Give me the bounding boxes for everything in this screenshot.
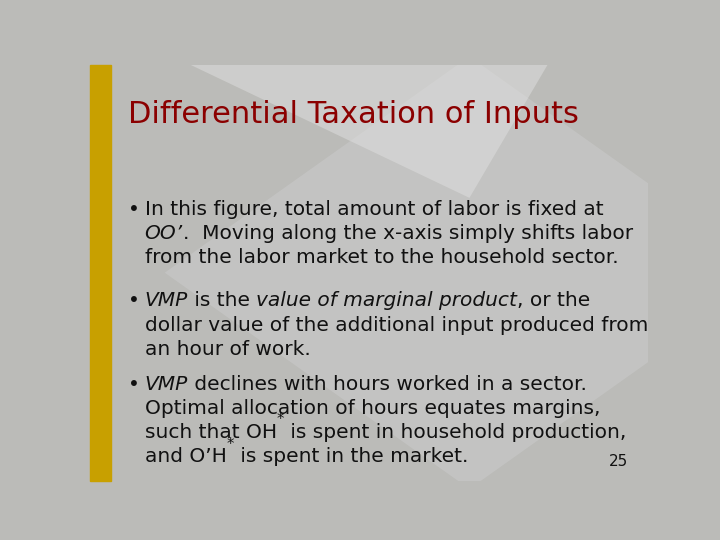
Text: In this figure, total amount of labor is fixed at: In this figure, total amount of labor is…	[145, 200, 603, 219]
Text: .  Moving along the x-axis simply shifts labor: . Moving along the x-axis simply shifts …	[183, 224, 633, 243]
Text: •: •	[128, 200, 140, 219]
Polygon shape	[165, 57, 720, 489]
Polygon shape	[190, 65, 547, 198]
Text: •: •	[128, 292, 140, 310]
Text: Differential Taxation of Inputs: Differential Taxation of Inputs	[128, 100, 579, 129]
Text: is spent in household production,: is spent in household production,	[284, 423, 626, 442]
Text: is spent in the market.: is spent in the market.	[234, 447, 468, 466]
Text: and O’H: and O’H	[145, 447, 227, 466]
Text: is the: is the	[188, 292, 256, 310]
Text: VMP: VMP	[145, 375, 188, 394]
Text: Optimal allocation of hours equates margins,: Optimal allocation of hours equates marg…	[145, 399, 600, 417]
Text: •: •	[128, 375, 140, 394]
Bar	[90, 65, 111, 481]
Text: 25: 25	[609, 454, 629, 469]
Text: OO’: OO’	[145, 224, 183, 243]
Text: , or the: , or the	[517, 292, 590, 310]
Text: *: *	[276, 413, 284, 427]
Text: VMP: VMP	[145, 292, 188, 310]
Text: from the labor market to the household sector.: from the labor market to the household s…	[145, 248, 618, 267]
Text: an hour of work.: an hour of work.	[145, 340, 310, 359]
Text: *: *	[227, 436, 234, 451]
Text: declines with hours worked in a sector.: declines with hours worked in a sector.	[188, 375, 587, 394]
Text: such that OH: such that OH	[145, 423, 276, 442]
Text: value of marginal product: value of marginal product	[256, 292, 517, 310]
Text: dollar value of the additional input produced from: dollar value of the additional input pro…	[145, 315, 648, 334]
